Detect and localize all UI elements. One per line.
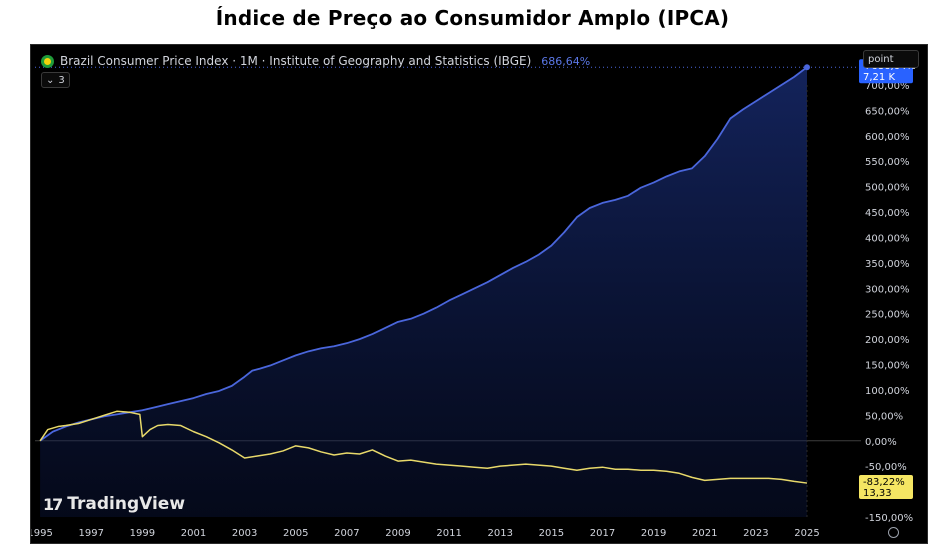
indicator-toggle-button[interactable]: ⌄ 3 <box>41 72 70 88</box>
header-last-value: 686,64% <box>541 54 591 68</box>
x-tick-label: 2005 <box>283 528 308 539</box>
y-tick-label: 50,00% <box>865 411 903 422</box>
yellow-price-tag-sub: 13,33 <box>863 488 892 499</box>
y-tick-label: -50,00% <box>865 462 907 473</box>
cpi-price-tag-sub: 7,21 K <box>863 72 895 83</box>
x-tick-label: 2017 <box>590 528 615 539</box>
chart-panel[interactable]: 700,00% 650,00% 600,00% 550,00% 500,00% 450,0… <box>30 44 928 544</box>
y-tick-label: 350,00% <box>865 259 910 270</box>
scale-mode-select[interactable]: point <box>863 50 919 68</box>
y-tick-label: -150,00% <box>865 513 913 524</box>
brand-label: TradingView <box>67 494 186 514</box>
settings-icon[interactable] <box>888 527 899 538</box>
y-tick-label: 150,00% <box>865 361 910 372</box>
x-tick-label: 2003 <box>232 528 257 539</box>
x-tick-label: 2023 <box>743 528 768 539</box>
page-title: Índice de Preço ao Consumidor Amplo (IPC… <box>215 6 730 30</box>
yellow-price-tag-bg <box>859 475 913 500</box>
indicator-count: 3 <box>58 74 65 86</box>
y-tick-label: 300,00% <box>865 284 910 295</box>
y-tick-label: 500,00% <box>865 183 910 194</box>
chevron-down-icon: ⌄ <box>46 74 55 86</box>
y-tick-label: 600,00% <box>865 132 910 143</box>
tradingview-logo: 17 TradingView <box>43 494 185 514</box>
x-tick-label: 2019 <box>641 528 666 539</box>
x-tick-label: 2011 <box>436 528 461 539</box>
y-tick-label: 450,00% <box>865 208 910 219</box>
tradingview-icon: 17 <box>43 494 63 514</box>
x-tick-label: 1999 <box>130 528 155 539</box>
chart-header: Brazil Consumer Price Index · 1M · Insti… <box>41 52 590 70</box>
x-tick-label: 2007 <box>334 528 359 539</box>
y-tick-label: 200,00% <box>865 335 910 346</box>
x-tick-label: 2025 <box>794 528 819 539</box>
x-tick-label: 1997 <box>79 528 104 539</box>
x-tick-label: 2015 <box>539 528 564 539</box>
yellow-price-tag-value: -83,22% <box>863 477 905 488</box>
x-tick-label: 2021 <box>692 528 717 539</box>
symbol-label[interactable]: Brazil Consumer Price Index · 1M · Insti… <box>60 54 532 68</box>
x-tick-label: 1995 <box>31 528 53 539</box>
y-tick-label: 550,00% <box>865 157 910 168</box>
yellow-series-line <box>39 410 808 484</box>
cpi-last-point <box>803 64 810 71</box>
y-tick-label: 100,00% <box>865 386 910 397</box>
x-tick-label: 2001 <box>181 528 206 539</box>
y-tick-label: 650,00% <box>865 106 910 117</box>
y-tick-label: 250,00% <box>865 310 910 321</box>
brazil-flag-icon <box>41 54 54 68</box>
y-tick-label: 400,00% <box>865 233 910 244</box>
cpi-series-line <box>39 66 808 442</box>
cpi-area-fill <box>40 67 807 517</box>
y-tick-label: 700,00% <box>865 81 910 92</box>
chart-plot[interactable]: 700,00% 650,00% 600,00% 550,00% 500,00% 450,0… <box>31 45 929 545</box>
y-tick-label: 0,00% <box>865 437 897 448</box>
x-tick-label: 2013 <box>488 528 513 539</box>
x-tick-label: 2009 <box>385 528 410 539</box>
